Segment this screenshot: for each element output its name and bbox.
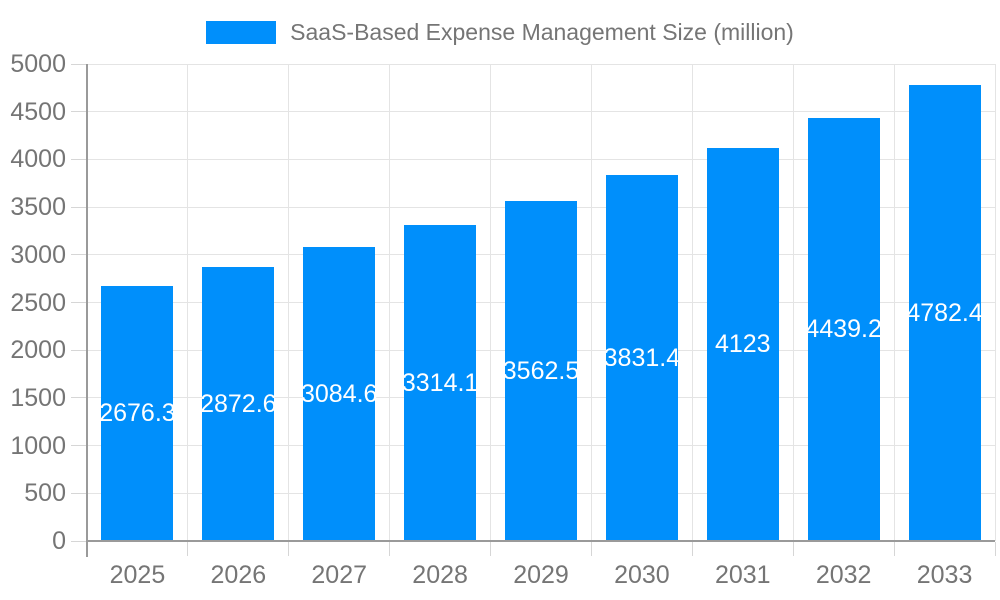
bar: 2872.6 xyxy=(200,266,277,541)
y-axis-tick-label: 1000 xyxy=(10,431,66,460)
bar-value-label: 4782.4 xyxy=(906,298,983,327)
y-axis-tick-label: 3000 xyxy=(10,240,66,269)
bar: 4782.4 xyxy=(906,84,983,541)
y-axis-tick xyxy=(71,540,87,542)
x-axis-tick-label: 2028 xyxy=(412,561,468,589)
x-gridline xyxy=(691,64,693,541)
bar-value-label: 3562.5 xyxy=(502,357,580,386)
y-axis-tick-label: 1500 xyxy=(10,383,66,412)
y-axis-tick xyxy=(71,397,87,399)
x-axis-tick-label: 2032 xyxy=(815,561,872,589)
x-gridline xyxy=(187,64,189,541)
x-gridline xyxy=(590,64,592,541)
y-axis-tick xyxy=(71,349,87,351)
x-axis-tick-label: 2025 xyxy=(109,561,166,589)
x-axis-tick xyxy=(288,542,290,556)
bar: 2676.3 xyxy=(99,285,176,541)
x-gridline xyxy=(288,64,290,541)
y-axis-tick-label: 2000 xyxy=(10,336,66,365)
y-axis-tick-label: 3500 xyxy=(10,193,66,222)
legend-label: SaaS-Based Expense Management Size (mill… xyxy=(290,19,794,45)
x-axis-tick xyxy=(893,542,895,556)
y-axis-tick xyxy=(71,302,87,303)
y-gridline xyxy=(87,111,995,113)
y-axis-tick-label: 0 xyxy=(52,527,66,555)
y-axis-tick-label: 500 xyxy=(24,479,66,508)
y-gridline xyxy=(87,158,995,160)
x-axis-tick-label: 2029 xyxy=(513,561,569,589)
bar-value-label: 4123 xyxy=(714,330,771,359)
chart-legend: SaaS-Based Expense Management Size (mill… xyxy=(0,19,1000,45)
bar: 3562.5 xyxy=(502,201,580,541)
x-gridline xyxy=(893,64,895,541)
legend-swatch xyxy=(206,20,277,44)
bar-value-label: 3314.1 xyxy=(401,368,479,397)
x-axis-tick xyxy=(691,542,693,556)
x-axis-tick-label: 2026 xyxy=(210,561,267,589)
bar-value-label: 2872.6 xyxy=(200,389,277,418)
y-axis-tick-label: 4500 xyxy=(10,97,66,126)
bar-value-label: 4439.2 xyxy=(805,315,882,344)
x-axis-line xyxy=(86,540,995,542)
bar: 4123 xyxy=(706,147,779,541)
bar-value-label: 3831.4 xyxy=(603,344,681,373)
bar: 3084.6 xyxy=(300,246,378,541)
y-axis-tick-label: 2500 xyxy=(10,288,66,317)
y-axis-tick xyxy=(71,492,87,494)
bar-value-label: 3084.6 xyxy=(300,379,378,408)
x-gridline xyxy=(792,64,794,541)
y-axis-line xyxy=(86,64,88,557)
y-axis-tick xyxy=(71,158,87,160)
bar: 3314.1 xyxy=(401,224,479,541)
y-axis-tick xyxy=(71,445,87,447)
x-axis-tick xyxy=(994,542,996,556)
y-axis-tick-label: 4000 xyxy=(10,145,66,174)
y-axis-tick xyxy=(71,206,87,208)
x-axis-tick-label: 2027 xyxy=(311,561,368,589)
x-axis-tick xyxy=(187,542,189,556)
x-axis-tick-label: 2031 xyxy=(714,561,771,589)
bar-value-label: 2676.3 xyxy=(99,399,176,428)
x-axis-tick xyxy=(389,542,391,556)
y-axis-tick-label: 5000 xyxy=(10,50,66,78)
x-gridline xyxy=(490,64,492,541)
bar: 3831.4 xyxy=(603,175,681,541)
x-axis-tick xyxy=(792,542,794,556)
y-axis-tick xyxy=(71,111,87,113)
y-gridline xyxy=(87,63,995,65)
x-axis-tick-label: 2030 xyxy=(614,561,670,589)
x-axis-tick xyxy=(590,542,592,556)
x-axis-tick xyxy=(490,542,492,556)
x-gridline xyxy=(389,64,391,541)
bar: 4439.2 xyxy=(805,117,882,541)
y-axis-tick xyxy=(71,63,87,65)
x-axis-tick-label: 2033 xyxy=(916,561,973,589)
y-axis-tick xyxy=(71,254,87,256)
x-gridline xyxy=(994,64,996,541)
